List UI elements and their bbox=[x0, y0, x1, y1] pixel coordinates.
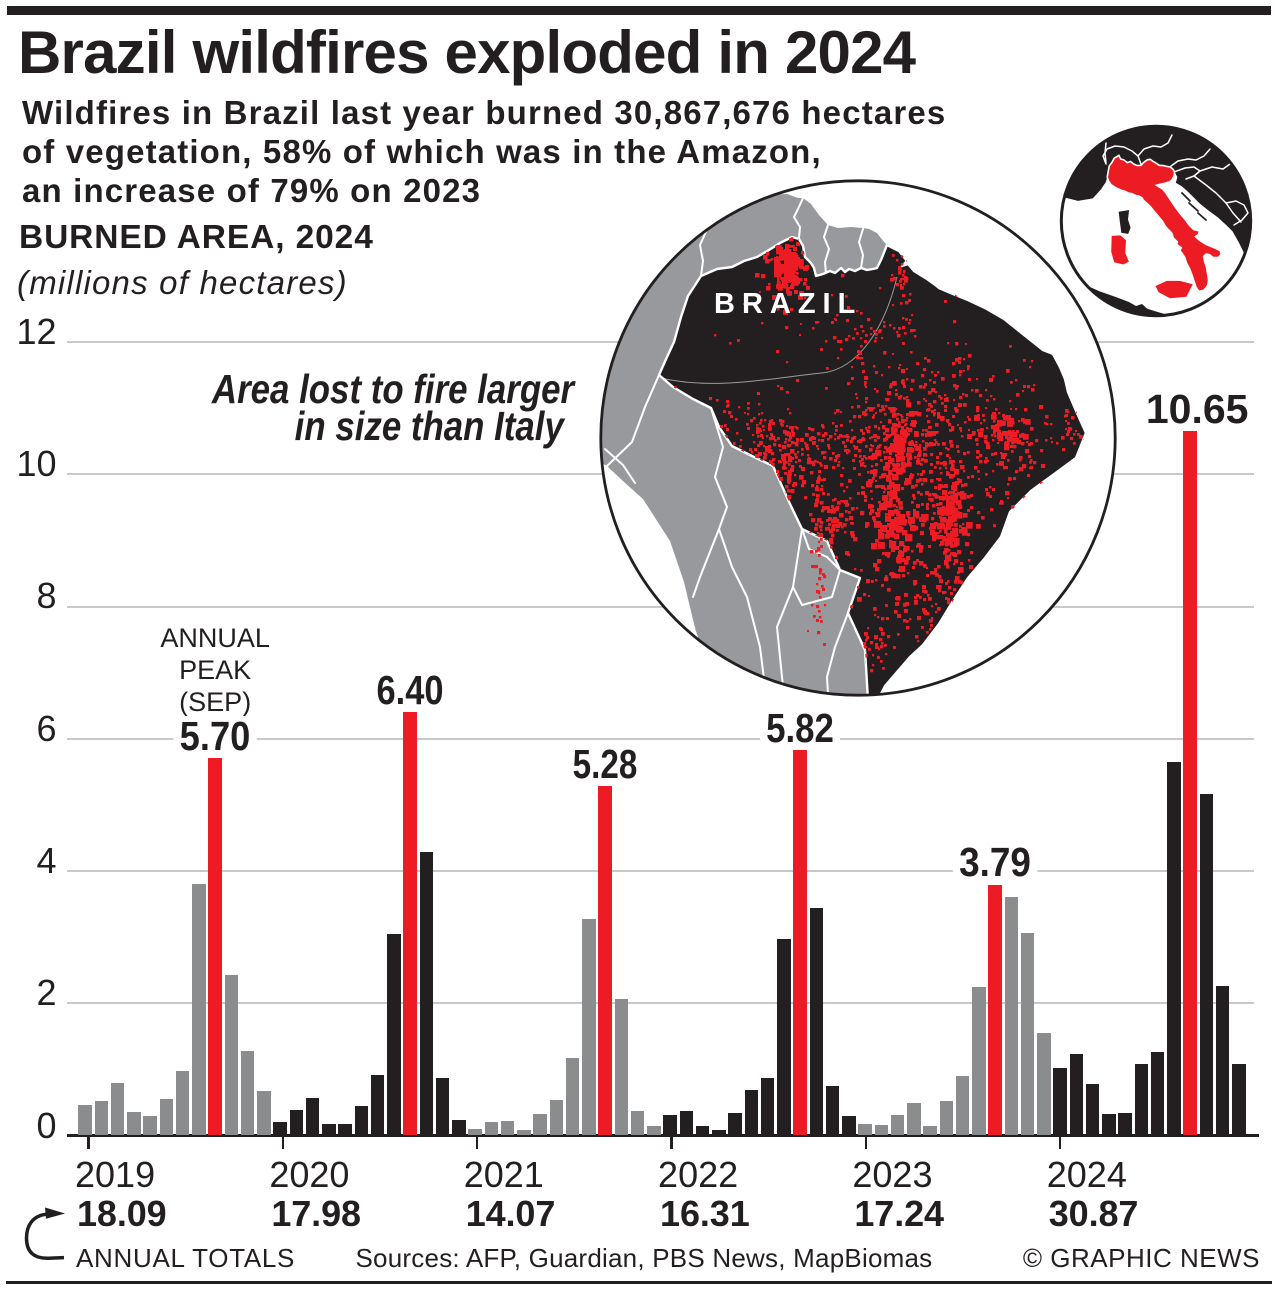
svg-text:BRAZIL: BRAZIL bbox=[714, 288, 862, 320]
